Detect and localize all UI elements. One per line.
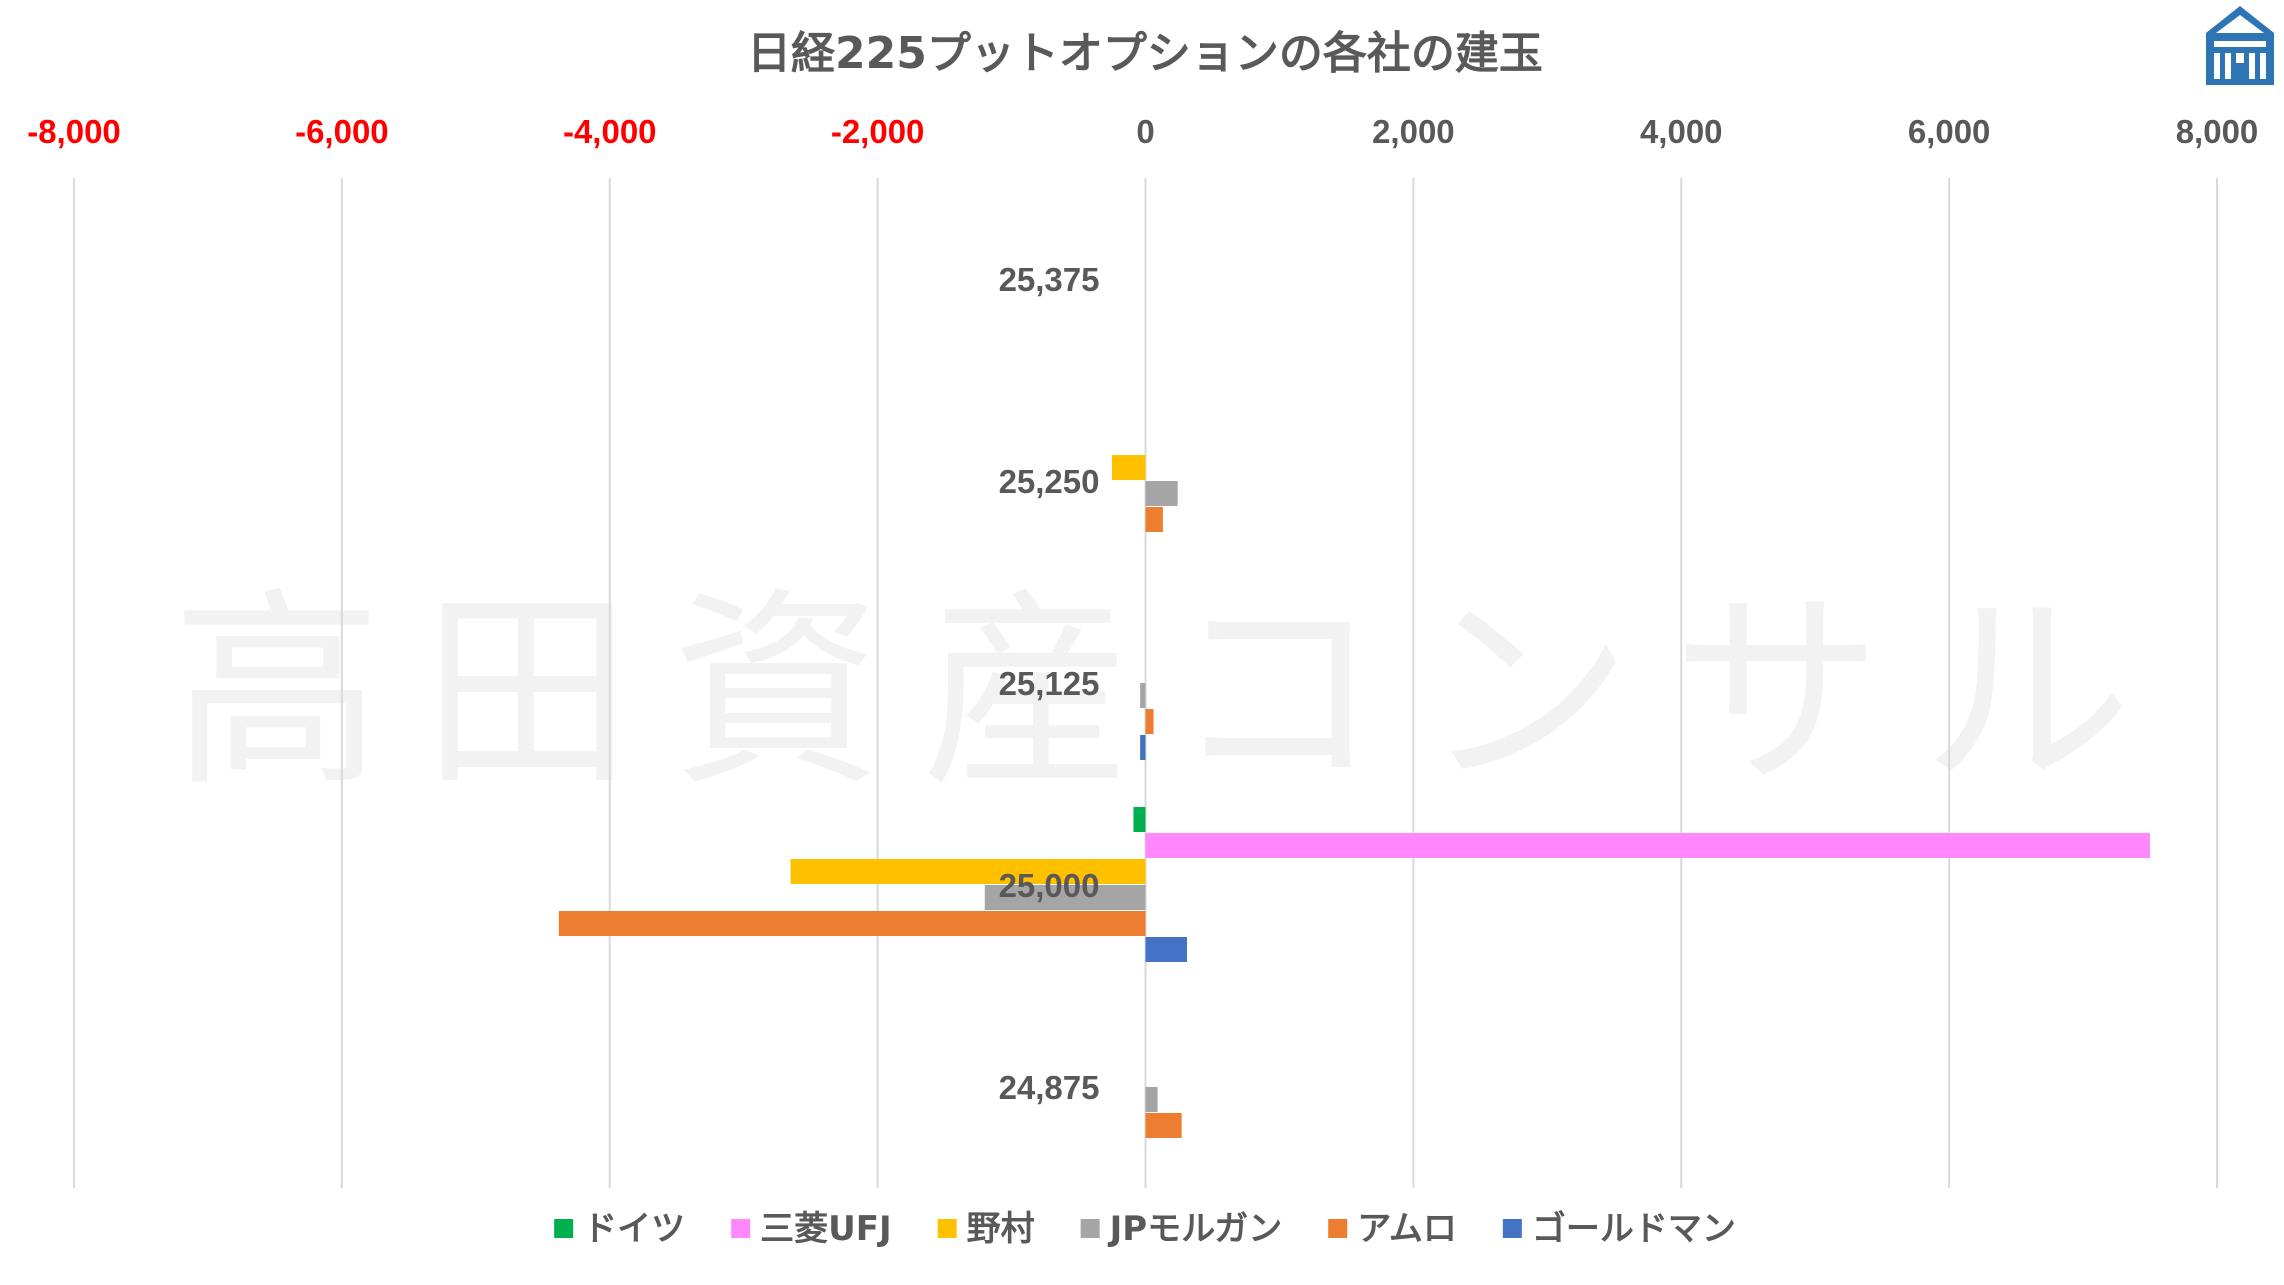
category-label: 25,375: [999, 261, 1100, 298]
legend: ドイツ 三菱UFJ 野村 JPモルガン アムロ ゴールドマン: [554, 1209, 1736, 1249]
x-tick-label: 2,000: [1372, 113, 1455, 150]
legend-swatch: [1080, 1219, 1100, 1238]
bar: [1145, 507, 1163, 532]
bars: [558, 455, 2151, 1138]
bar: [1145, 833, 2151, 858]
category-label: 25,125: [999, 665, 1100, 702]
bar: [1145, 709, 1154, 734]
category-label: 25,250: [999, 463, 1100, 500]
x-tick-label: -4,000: [563, 113, 657, 150]
brand-logo: [2206, 6, 2274, 85]
bar: [1145, 481, 1178, 506]
legend-label: ドイツ: [583, 1209, 685, 1249]
legend-item: アムロ: [1328, 1209, 1457, 1249]
legend-label: ゴールドマン: [1532, 1209, 1736, 1249]
legend-swatch: [937, 1219, 957, 1238]
category-labels: 25,375 25,250 25,125 25,000 24,875: [999, 261, 1100, 1106]
x-tick-label: -8,000: [27, 113, 121, 150]
legend-label: 三菱UFJ: [760, 1209, 891, 1249]
bar: [1133, 807, 1146, 832]
bar: [558, 911, 1146, 936]
legend-item: ドイツ: [554, 1209, 685, 1249]
legend-label: 野村: [967, 1209, 1035, 1249]
bar: [1145, 1113, 1182, 1138]
legend-item: 野村: [937, 1209, 1035, 1249]
legend-swatch: [554, 1219, 574, 1238]
category-label: 25,000: [999, 867, 1100, 904]
x-tick-label: 0: [1136, 113, 1154, 150]
bar: [1140, 683, 1146, 708]
legend-label: JPモルガン: [1108, 1209, 1283, 1249]
legend-item: 三菱UFJ: [731, 1209, 892, 1249]
x-axis-ticks: -8,000 -6,000 -4,000 -2,000 0 2,000 4,000 6,000…: [27, 113, 2258, 150]
legend-item: ゴールドマン: [1502, 1209, 1736, 1249]
gridlines: [73, 178, 2218, 1188]
x-tick-label: -2,000: [831, 113, 925, 150]
legend-swatch: [1502, 1219, 1522, 1238]
x-tick-label: 4,000: [1640, 113, 1723, 150]
bar: [1145, 1087, 1158, 1112]
legend-swatch: [731, 1219, 751, 1238]
bar: [1145, 937, 1188, 962]
bar: [1140, 735, 1146, 760]
legend-item: JPモルガン: [1080, 1209, 1283, 1249]
x-tick-label: -6,000: [295, 113, 389, 150]
legend-label: アムロ: [1357, 1209, 1457, 1249]
chart-title: 日経225プットオプションの各社の建玉: [747, 28, 1543, 79]
legend-swatch: [1328, 1219, 1348, 1238]
bar: [1112, 455, 1146, 480]
bar: [984, 885, 1146, 910]
x-tick-label: 6,000: [1908, 113, 1991, 150]
watermark: 高田資産コンサル: [172, 570, 2172, 815]
bar: [790, 859, 1146, 884]
category-label: 24,875: [999, 1069, 1100, 1106]
x-tick-label: 8,000: [2176, 113, 2259, 150]
